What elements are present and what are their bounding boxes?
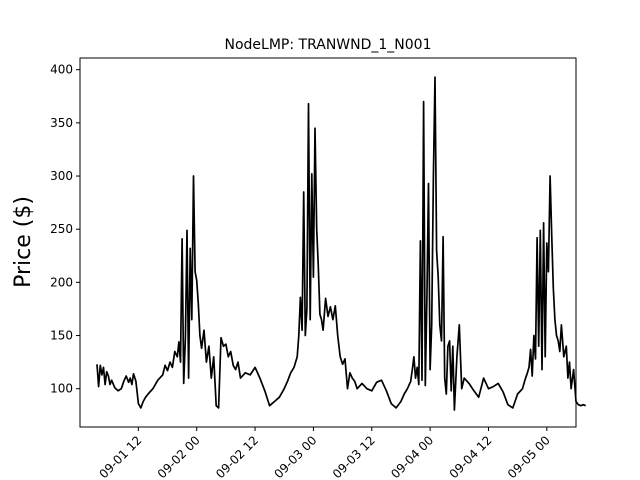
y-tick-label: 250 [50,222,73,236]
y-tick-label: 150 [50,329,73,343]
series-line-1 [96,76,587,411]
y-tick-label: 100 [50,382,73,396]
y-axis-label: Price ($) [11,196,36,288]
y-tick-label: 350 [50,116,73,130]
y-tick-label: 400 [50,63,73,77]
axes-frame [79,57,577,428]
y-tick-label: 300 [50,169,73,183]
y-tick-label: 200 [50,275,73,289]
chart-title: NodeLMP: TRANWND_1_N001 [225,37,432,53]
